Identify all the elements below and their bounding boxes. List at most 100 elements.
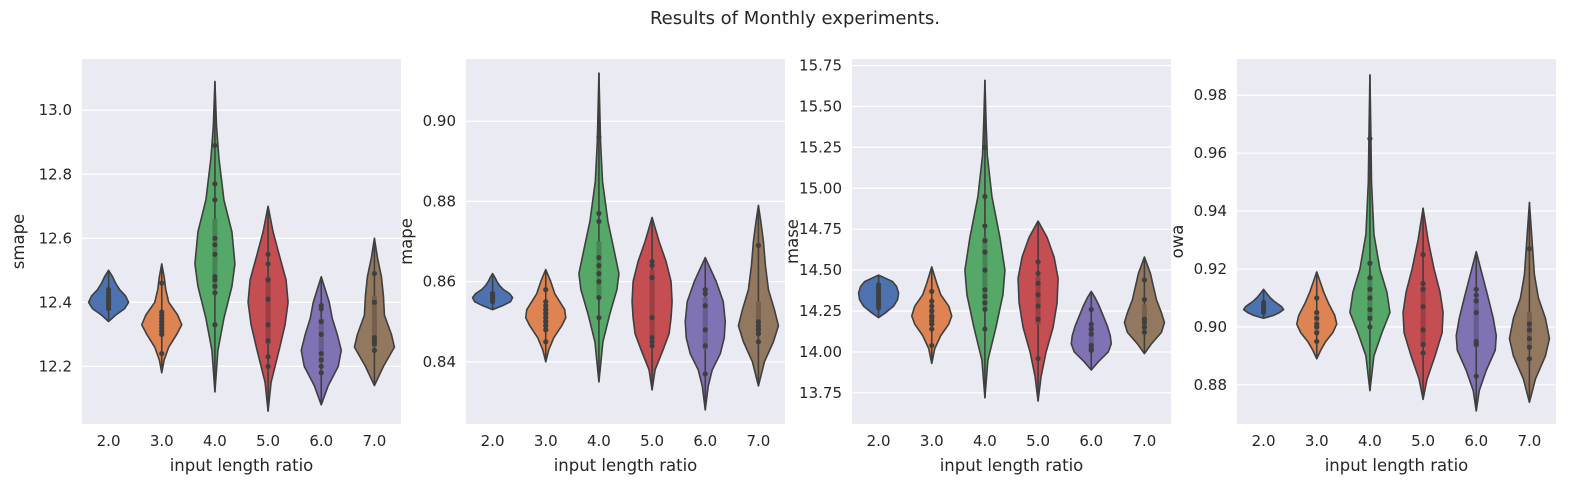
- data-point: [105, 286, 112, 293]
- data-point: [755, 323, 762, 329]
- x-axis-label: input length ratio: [554, 456, 698, 475]
- plot-area: [82, 59, 401, 424]
- data-point: [1420, 251, 1426, 258]
- data-point: [1420, 280, 1426, 287]
- x-tick-label: 3.0: [150, 432, 174, 450]
- data-point: [1088, 326, 1094, 332]
- data-point: [1088, 306, 1094, 313]
- x-tick-label: 2.0: [867, 432, 891, 450]
- data-point: [649, 315, 655, 321]
- data-point: [1088, 342, 1094, 349]
- data-point: [1314, 295, 1320, 301]
- x-axis-label: input length ratio: [170, 456, 314, 475]
- data-point: [982, 267, 988, 273]
- x-tick-label: 6.0: [1464, 432, 1488, 450]
- y-tick-label: 13.75: [799, 384, 842, 402]
- data-point: [1367, 275, 1373, 281]
- data-point: [371, 347, 378, 353]
- data-point: [1141, 329, 1148, 335]
- data-point: [929, 342, 935, 349]
- data-point: [212, 283, 218, 289]
- data-point: [1473, 338, 1479, 345]
- x-tick-label: 2.0: [1252, 432, 1276, 450]
- data-point: [1035, 280, 1041, 286]
- data-point: [702, 303, 708, 309]
- data-point: [1314, 321, 1320, 327]
- data-point: [596, 218, 602, 225]
- data-point: [1473, 298, 1479, 304]
- data-point: [1420, 304, 1426, 310]
- x-tick-label: 6.0: [1079, 432, 1103, 450]
- data-point: [371, 299, 378, 305]
- data-point: [212, 235, 218, 241]
- data-point: [159, 280, 165, 286]
- y-tick-label: 0.94: [1194, 202, 1227, 220]
- data-point: [1367, 286, 1373, 292]
- data-point: [596, 134, 602, 140]
- x-tick-label: 3.0: [534, 432, 558, 450]
- data-point: [596, 315, 602, 321]
- data-point: [1526, 344, 1533, 350]
- data-point: [318, 350, 324, 357]
- y-tick-label: 12.4: [39, 293, 72, 311]
- data-point: [371, 334, 378, 341]
- plot-area: [1237, 59, 1556, 424]
- data-point: [371, 270, 378, 277]
- figure-title: Results of Monthly experiments.: [650, 8, 940, 29]
- x-tick-label: 5.0: [640, 432, 664, 450]
- data-point: [982, 293, 988, 299]
- x-tick-label: 7.0: [1517, 432, 1541, 450]
- data-point: [929, 298, 935, 304]
- data-point: [702, 327, 708, 333]
- y-tick-label: 14.25: [799, 302, 842, 320]
- data-point: [929, 288, 935, 295]
- panel-owa: 0.88 0.90 0.92 0.94 0.96 0.98 2.0 3.0 4.0 5.0 6.0 7…: [1168, 59, 1556, 475]
- y-tick-label: 14.50: [799, 261, 842, 279]
- x-tick-label: 4.0: [1358, 432, 1382, 450]
- data-point: [596, 254, 602, 261]
- data-point: [265, 363, 271, 369]
- x-tick-label: 6.0: [693, 432, 717, 450]
- data-point: [265, 261, 271, 267]
- data-point: [982, 144, 988, 150]
- y-tick-label: 15.25: [799, 138, 842, 156]
- data-point: [982, 223, 988, 229]
- x-tick-label: 4.0: [587, 432, 611, 450]
- data-point: [265, 277, 271, 283]
- data-point: [702, 371, 708, 377]
- data-point: [212, 181, 218, 187]
- panel-mase: 13.75 14.00 14.25 14.50 14.75 15.00 15.25 15.50…: [783, 57, 1171, 475]
- data-point: [1141, 297, 1148, 303]
- x-tick-label: 3.0: [920, 432, 944, 450]
- y-tick-label: 0.90: [1194, 318, 1227, 336]
- data-point: [1473, 292, 1479, 298]
- y-axis-label: owa: [1168, 225, 1187, 259]
- data-point: [1141, 324, 1148, 331]
- x-axis-label: input length ratio: [1325, 456, 1469, 475]
- y-tick-label: 12.8: [39, 165, 72, 183]
- data-point: [702, 287, 708, 293]
- data-point: [543, 307, 549, 313]
- y-tick-label: 0.90: [423, 112, 456, 130]
- data-point: [212, 322, 218, 328]
- y-axis-label: smape: [9, 214, 28, 269]
- data-point: [1088, 331, 1094, 337]
- data-point: [649, 274, 655, 281]
- y-tick-label: 0.84: [423, 353, 456, 371]
- x-tick-label: 2.0: [481, 432, 505, 450]
- x-axis-label: input length ratio: [940, 456, 1084, 475]
- y-tick-label: 14.75: [799, 220, 842, 238]
- data-point: [1526, 246, 1533, 252]
- data-point: [1314, 315, 1320, 321]
- x-tick-label: 7.0: [1132, 432, 1156, 450]
- data-point: [929, 303, 935, 309]
- data-point: [1526, 327, 1533, 333]
- data-point: [596, 262, 602, 269]
- data-point: [982, 306, 988, 313]
- data-point: [212, 251, 218, 257]
- y-tick-label: 0.88: [423, 192, 456, 210]
- data-point: [649, 343, 655, 349]
- data-point: [1367, 136, 1373, 142]
- data-point: [1141, 277, 1148, 283]
- data-point: [649, 258, 655, 265]
